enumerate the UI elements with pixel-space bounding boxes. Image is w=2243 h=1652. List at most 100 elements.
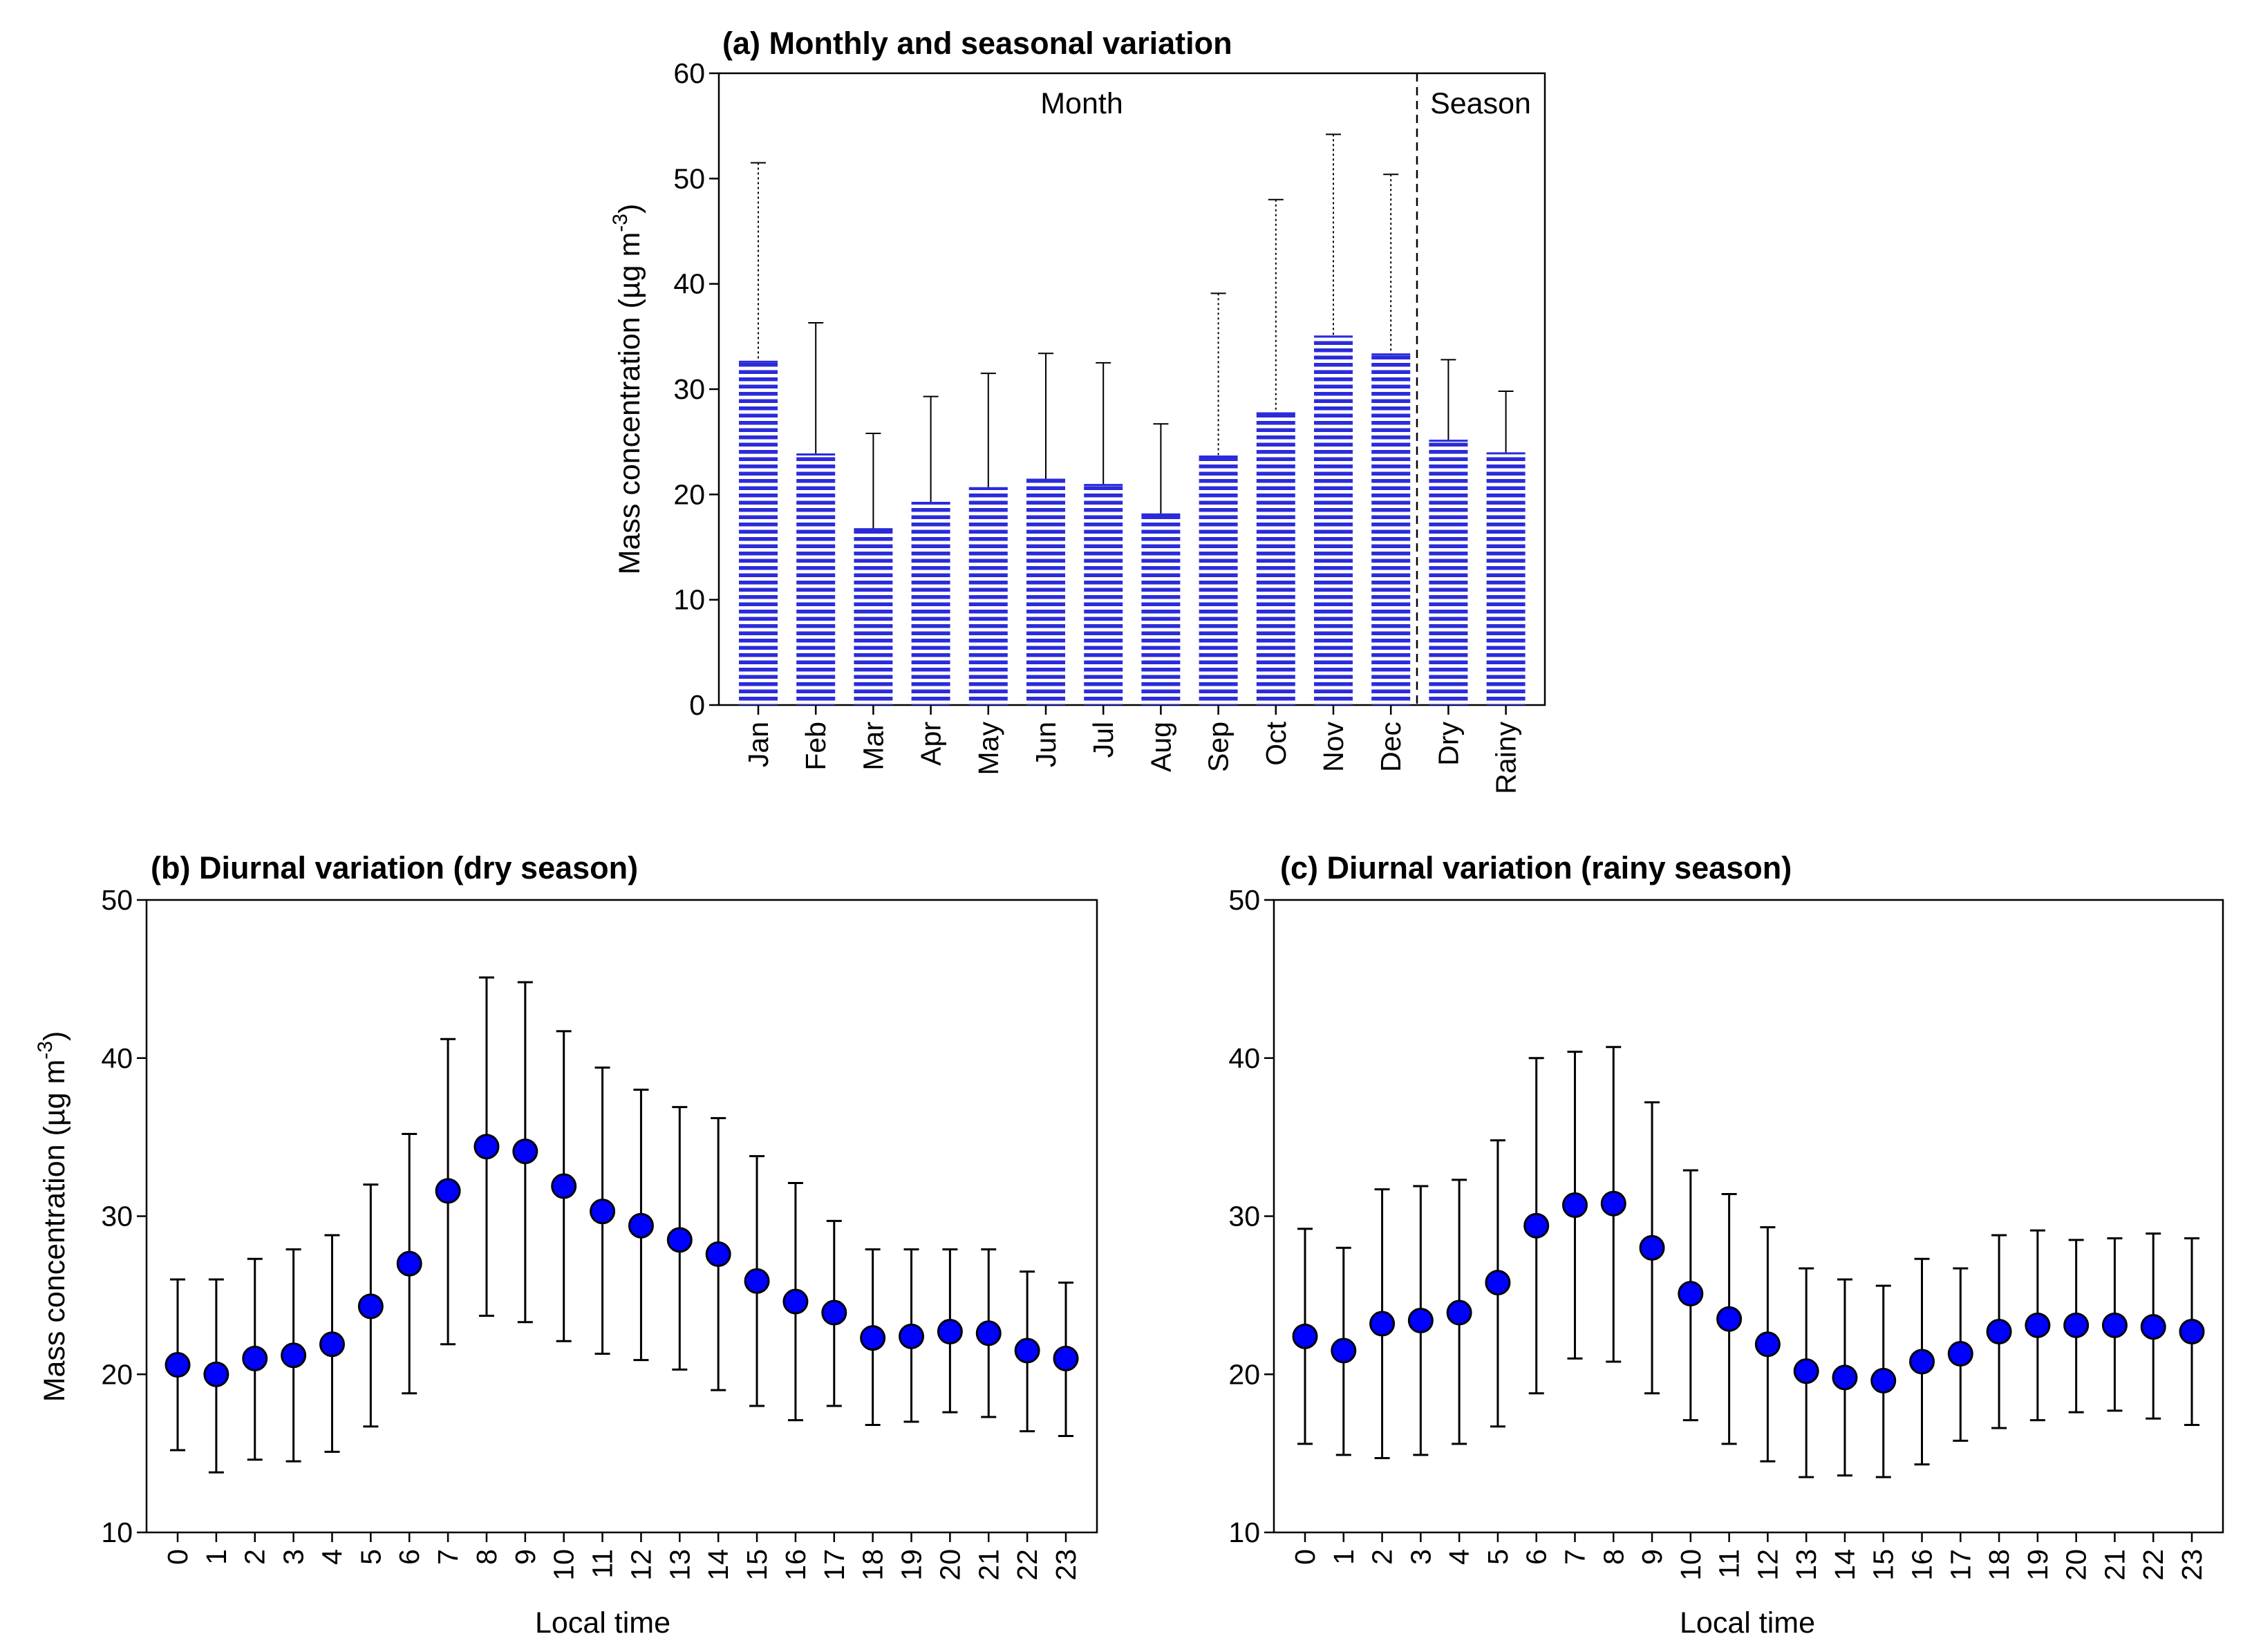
chart-b-xtick-label: 22 — [1011, 1549, 1043, 1581]
point-marker — [2063, 1312, 2090, 1338]
point-marker — [2179, 1318, 2205, 1344]
chart-a-region-season: Season — [1430, 87, 1531, 120]
chart-c-ytick-label: 40 — [1228, 1042, 1260, 1074]
point-marker — [1369, 1311, 1396, 1337]
point-marker — [1832, 1364, 1858, 1391]
chart-a-monthly-seasonal: (a) Monthly and seasonal variation Month… — [609, 26, 1546, 794]
chart-a-plot-frame — [717, 72, 1546, 706]
chart-c-xtick-label: 8 — [1597, 1549, 1629, 1565]
chart-a-ylabel-sup: -3 — [609, 214, 632, 232]
point-marker — [975, 1320, 1002, 1346]
point-marker — [1523, 1212, 1550, 1239]
chart-a-ytick-label: 30 — [673, 373, 705, 405]
point-marker — [242, 1345, 268, 1371]
point-marker — [744, 1268, 770, 1294]
chart-c-xtick-label: 5 — [1482, 1549, 1514, 1565]
chart-c-xtick-label: 3 — [1405, 1549, 1436, 1565]
chart-a-xtick-label: Aug — [1145, 722, 1176, 772]
chart-c-x-axis: 0 1 2 3 4 5 6 7 8 9 10 11 12 13 14 15 16 17 18 19 20 21 22 23 — [1289, 1532, 2208, 1581]
chart-b-xtick-label: 5 — [355, 1549, 386, 1565]
chart-b-xtick-label: 16 — [780, 1549, 811, 1581]
chart-c-xtick-label: 11 — [1714, 1549, 1745, 1579]
chart-b-xtick-label: 13 — [664, 1549, 695, 1581]
point-marker — [1870, 1367, 1897, 1393]
point-marker — [512, 1138, 538, 1165]
chart-a-bars — [739, 133, 1526, 705]
chart-a-ytick-label: 40 — [673, 268, 705, 300]
chart-c-xtick-label: 9 — [1636, 1549, 1668, 1565]
chart-b-ytick-label: 30 — [101, 1201, 133, 1232]
chart-c-xtick-label: 7 — [1559, 1549, 1590, 1565]
chart-c-xtick-label: 4 — [1443, 1549, 1475, 1565]
point-marker — [1909, 1349, 1935, 1375]
bar — [854, 529, 893, 705]
chart-b-title: (b) Diurnal variation (dry season) — [151, 850, 638, 885]
chart-c-xtick-label: 17 — [1944, 1549, 1976, 1581]
point-marker — [2101, 1312, 2128, 1338]
chart-c-ytick-label: 50 — [1228, 884, 1260, 916]
chart-c-xtick-label: 0 — [1289, 1549, 1321, 1565]
chart-c-y-axis: 10 20 30 40 50 — [1228, 884, 1274, 1548]
chart-c-xtick-label: 18 — [1983, 1549, 2015, 1581]
chart-b-ytick-label: 20 — [101, 1358, 133, 1390]
chart-b-ylabel-close: ) — [38, 1031, 71, 1041]
chart-c-title: (c) Diurnal variation (rainy season) — [1280, 850, 1792, 885]
chart-b-ytick-label: 50 — [101, 884, 133, 916]
bar — [1429, 440, 1468, 705]
chart-c-xtick-label: 1 — [1328, 1549, 1360, 1565]
chart-b-xtick-label: 18 — [857, 1549, 889, 1581]
chart-c-plot-frame — [1273, 899, 2224, 1534]
point-marker — [937, 1318, 963, 1344]
point-marker — [1639, 1235, 1665, 1261]
bar — [796, 454, 836, 705]
chart-b-xtick-label: 7 — [432, 1549, 464, 1565]
point-marker — [628, 1212, 654, 1239]
chart-a-xtick-label: Dry — [1432, 722, 1464, 766]
chart-c-ytick-label: 30 — [1228, 1201, 1260, 1232]
point-marker — [1053, 1345, 1079, 1371]
chart-b-xtick-label: 11 — [587, 1549, 619, 1579]
point-marker — [1485, 1270, 1511, 1296]
point-marker — [435, 1178, 461, 1204]
bar — [1199, 456, 1238, 705]
chart-c-xtick-label: 23 — [2176, 1549, 2208, 1581]
chart-b-ytick-label: 10 — [101, 1517, 133, 1548]
point-marker — [473, 1134, 500, 1160]
bar — [1314, 336, 1353, 705]
point-marker — [821, 1299, 847, 1326]
chart-c-xtick-label: 14 — [1829, 1549, 1861, 1581]
chart-b-xtick-label: 10 — [548, 1549, 580, 1581]
chart-b-xtick-label: 23 — [1050, 1549, 1082, 1581]
chart-b-xtick-label: 17 — [818, 1549, 850, 1581]
chart-b-xtick-label: 19 — [896, 1549, 928, 1581]
chart-c-points — [1292, 1046, 2205, 1479]
point-marker — [1947, 1341, 1973, 1367]
chart-a-xtick-label: Nov — [1317, 722, 1349, 772]
chart-c-xtick-label: 10 — [1675, 1549, 1707, 1581]
point-marker — [1600, 1190, 1626, 1217]
chart-a-ylabel-main: Mass concentration (µg m — [613, 232, 646, 575]
chart-a-y-axis: 0 10 20 30 40 50 60 — [673, 57, 719, 721]
bar — [911, 503, 950, 705]
chart-c-xtick-label: 2 — [1367, 1549, 1398, 1565]
chart-b-ylabel: Mass concentration (µg m-3) — [34, 1031, 71, 1402]
point-marker — [860, 1325, 886, 1351]
bar — [1256, 413, 1295, 705]
chart-a-ytick-label: 50 — [673, 162, 705, 194]
chart-b-xtick-label: 3 — [278, 1549, 310, 1565]
chart-a-xtick-label: Sep — [1203, 722, 1235, 772]
chart-b-xtick-label: 0 — [162, 1549, 194, 1565]
chart-a-ylabel-close: ) — [613, 204, 646, 214]
point-marker — [1446, 1299, 1472, 1326]
chart-b-points — [165, 976, 1079, 1474]
bar — [1141, 514, 1181, 705]
point-marker — [899, 1323, 925, 1349]
chart-b-diurnal-dry: (b) Diurnal variation (dry season) Mass … — [34, 850, 1098, 1640]
chart-b-y-axis: 10 20 30 40 50 — [101, 884, 147, 1548]
bar — [1026, 480, 1065, 705]
point-marker — [782, 1288, 809, 1315]
chart-b-xtick-label: 15 — [741, 1549, 773, 1581]
chart-c-xtick-label: 6 — [1521, 1549, 1552, 1565]
point-marker — [1716, 1306, 1743, 1332]
